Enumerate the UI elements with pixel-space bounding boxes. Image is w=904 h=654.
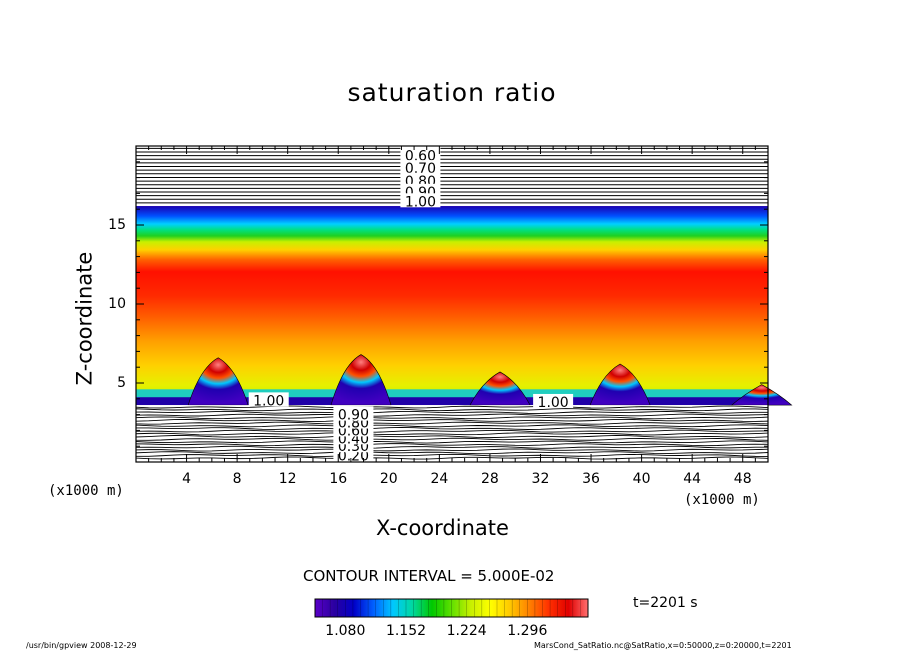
contour-line [135,421,769,425]
x-tick-label: 8 [232,471,242,487]
y-tick-label: 10 [108,296,126,312]
y-tick-label: 5 [117,375,126,391]
contour-line [135,432,769,436]
axis-ticks [136,146,768,462]
x-tick-label: 12 [278,471,297,487]
plume [469,371,531,406]
contour-label-upper-bg [400,160,441,175]
contour-label-mid: 1.00 [253,393,284,409]
y-tick-label: 15 [108,217,126,233]
contour-label-lower-bg [333,406,374,421]
plume [330,354,392,406]
contour-line [135,445,769,449]
contour-line [135,416,769,420]
plume [589,363,651,406]
x-tick-label: 36 [582,471,600,487]
colorbar-tick-label: 1.296 [507,623,548,639]
x-tick-label: 44 [683,471,702,487]
x-unit-label-right: (x1000 m) [684,492,760,508]
contour-line [135,426,769,430]
plume [730,384,793,406]
contour-line [135,405,769,409]
lower-contours [135,405,769,460]
x-tick-label: 28 [480,471,499,487]
x-unit-label-left: (x1000 m) [48,483,124,499]
colorbar-tick-label: 1.080 [325,623,366,639]
x-tick-label: 48 [733,471,752,487]
contour-line [135,429,769,433]
chart-title: saturation ratio [347,78,557,107]
plumes [187,354,793,406]
contour-line [135,453,769,457]
contour-interval-label: CONTOUR INTERVAL = 5.000E-02 [303,567,555,585]
contour-label-upper: 1.00 [405,194,436,210]
contour-line [135,424,769,428]
contour-line [135,440,769,444]
footer-right: MarsCond_SatRatio.nc@SatRatio,x=0:50000,… [534,641,792,650]
x-tick-label: 40 [632,471,651,487]
contour-line [135,451,769,455]
contour-line [135,443,769,447]
contour-line [135,448,769,452]
colorbar-tick-label: 1.152 [385,623,427,639]
contour-label-lower: 0.20 [338,449,369,465]
x-tick-label: 4 [182,471,192,487]
contour-line [135,418,769,422]
contour-label-upper-bg [400,172,441,187]
contour-label-upper-bg [400,147,441,162]
contour-line [135,410,769,414]
contour-label-upper-bg [400,193,441,208]
contour-line [135,456,769,460]
colorbar-tick-label: 1.224 [446,623,487,639]
upper-contours [136,147,768,204]
x-tick-label: 24 [430,471,449,487]
footer-left: /usr/bin/gpview 2008-12-29 [26,641,137,650]
x-tick-label: 32 [531,471,550,487]
x-tick-label: 16 [329,471,348,487]
contour-label-mid-bg [248,392,289,407]
contour-line [135,437,769,441]
saturation-band [136,206,768,406]
contour-line [135,413,769,417]
time-label: t=2201 s [633,595,698,611]
plume [187,357,249,406]
x-tick-label: 20 [379,471,398,487]
contour-line [135,408,769,412]
contour-label-mid: 1.00 [538,395,569,411]
lower-boundary-blue [136,397,768,406]
x-axis-label: X-coordinate [376,516,509,540]
contour-label-lower: 0.90 [338,408,369,424]
contour-label-mid-bg [533,393,574,408]
contour-line [135,435,769,439]
